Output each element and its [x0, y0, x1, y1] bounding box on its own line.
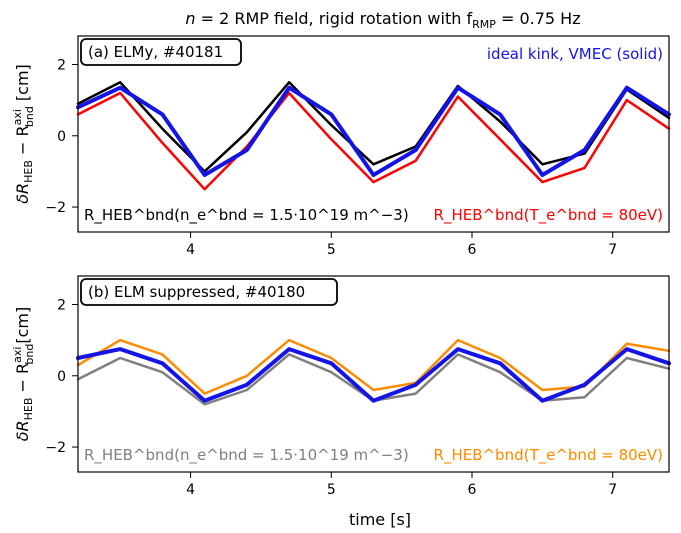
x-tick-label: 4	[186, 242, 195, 258]
x-tick-label: 4	[186, 482, 195, 498]
x-tick-label: 5	[327, 242, 336, 258]
annotation-label: R_HEB^bnd(T_e^bnd = 80eV)	[434, 206, 663, 225]
plot-frame	[77, 275, 670, 473]
y-tick-label: 2	[57, 58, 66, 74]
series-line-trace-2	[76, 338, 671, 395]
panel-b: 4 5 6 7 2 0 −2 (b) ELM suppressed, #40180 R_HEB^…	[45, 275, 671, 498]
x-tick-label: 5	[327, 482, 336, 498]
plot-frame	[77, 35, 670, 233]
y-tick-label: −2	[45, 440, 66, 456]
panel-label-box	[80, 278, 338, 306]
panel-label-box	[80, 38, 242, 66]
panel-a: 4 5 6 7 2 0 −2 (a) ELMy, #40181 ideal kink, VMEC…	[45, 35, 671, 258]
x-tick-label: 6	[468, 242, 477, 258]
series-line-model	[76, 85, 671, 177]
chart-title: n = 2 RMP field, rigid rotation with fRM…	[185, 9, 580, 31]
x-axis-label: time [s]	[349, 510, 411, 529]
series-line-trace-1	[76, 353, 671, 406]
y-tick-label: 0	[57, 129, 66, 145]
x-tick-label: 7	[608, 482, 617, 498]
y-axis-label: δRHEB − Raxibnd[cm]	[11, 307, 36, 442]
panel-label: (b) ELM suppressed, #40180	[88, 283, 305, 301]
panel-label: (a) ELMy, #40181	[88, 43, 223, 61]
annotation-label: R_HEB^bnd(T_e^bnd = 80eV)	[434, 446, 663, 465]
annotation-label: R_HEB^bnd(n_e^bnd = 1.5·10^19 m^−3)	[84, 206, 409, 225]
y-tick-label: 2	[57, 298, 66, 314]
series-line-model	[76, 347, 671, 403]
series-line-trace-1	[76, 81, 671, 173]
x-tick-label: 6	[468, 482, 477, 498]
annotation-label: R_HEB^bnd(n_e^bnd = 1.5·10^19 m^−3)	[84, 446, 409, 465]
x-tick-label: 7	[608, 242, 617, 258]
y-tick-label: 0	[57, 369, 66, 385]
y-axis-label: δRHEB − Raxibnd [cm]	[11, 64, 36, 204]
y-tick-label: −2	[45, 200, 66, 216]
annotation-top-right: ideal kink, VMEC (solid)	[487, 45, 663, 63]
